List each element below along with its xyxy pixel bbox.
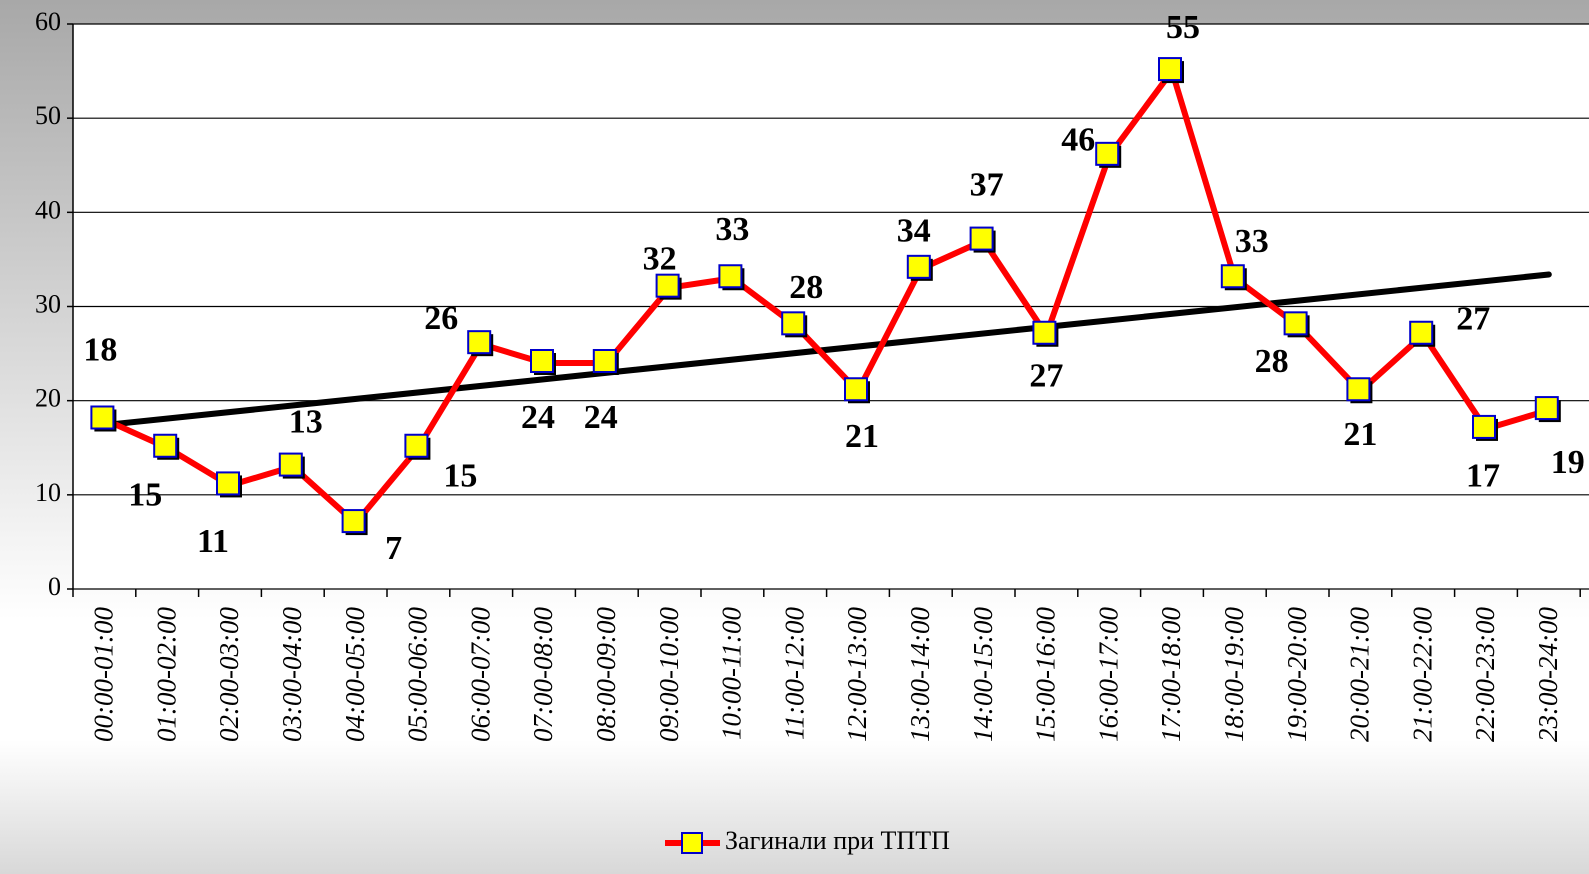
marker bbox=[1534, 396, 1559, 421]
y-tick-label: 50 bbox=[35, 101, 61, 130]
data-label: 18 bbox=[83, 331, 117, 368]
x-tick-label: 01:00-02:00 bbox=[151, 607, 181, 742]
x-tick-label: 06:00-07:00 bbox=[465, 607, 495, 742]
x-tick-label: 07:00-08:00 bbox=[528, 607, 558, 742]
legend-marker bbox=[681, 832, 703, 854]
x-tick-label: 09:00-10:00 bbox=[654, 607, 684, 742]
data-label: 15 bbox=[443, 458, 477, 495]
marker bbox=[153, 433, 178, 458]
y-tick-label: 60 bbox=[35, 7, 61, 36]
data-label: 7 bbox=[385, 530, 402, 567]
data-label: 28 bbox=[789, 269, 823, 306]
marker bbox=[592, 349, 617, 373]
x-tick-label: 19:00-20:00 bbox=[1282, 607, 1312, 742]
x-tick-label: 21:00-22:00 bbox=[1407, 607, 1437, 742]
x-tick-label: 18:00-19:00 bbox=[1219, 607, 1249, 742]
marker bbox=[1409, 320, 1434, 345]
x-tick-label: 08:00-09:00 bbox=[591, 607, 621, 742]
data-label: 55 bbox=[1166, 9, 1200, 46]
data-label: 33 bbox=[1235, 223, 1269, 260]
marker bbox=[1095, 141, 1120, 166]
x-tick-label: 23:00-24:00 bbox=[1533, 607, 1563, 742]
y-tick-label: 20 bbox=[35, 384, 61, 413]
marker bbox=[1472, 414, 1496, 439]
marker bbox=[278, 452, 303, 477]
x-tick-label: 16:00-17:00 bbox=[1093, 607, 1123, 742]
x-tick-label: 12:00-13:00 bbox=[842, 607, 872, 742]
marker bbox=[467, 330, 492, 355]
marker bbox=[1032, 320, 1057, 345]
data-label: 27 bbox=[1456, 301, 1490, 338]
marker bbox=[404, 433, 429, 458]
y-tick-label: 30 bbox=[35, 289, 61, 318]
x-tick-label: 11:00-12:00 bbox=[779, 607, 809, 740]
data-label: 11 bbox=[197, 523, 229, 560]
x-tick-label: 20:00-21:00 bbox=[1345, 607, 1375, 742]
data-label: 33 bbox=[715, 211, 749, 248]
marker bbox=[216, 471, 240, 496]
data-label: 37 bbox=[970, 166, 1004, 203]
legend-label: Загинали при ТПТП bbox=[725, 826, 950, 855]
x-tick-label: 17:00-18:00 bbox=[1156, 607, 1186, 742]
y-tick-label: 0 bbox=[48, 572, 61, 601]
data-label: 19 bbox=[1551, 444, 1585, 481]
y-tick-label: 40 bbox=[35, 195, 61, 224]
x-tick-label: 13:00-14:00 bbox=[905, 607, 935, 742]
marker bbox=[341, 509, 366, 534]
marker bbox=[90, 405, 115, 430]
data-label: 28 bbox=[1255, 343, 1289, 380]
data-label: 34 bbox=[897, 213, 931, 250]
marker bbox=[781, 311, 806, 336]
data-label: 26 bbox=[424, 300, 458, 337]
data-label: 46 bbox=[1061, 122, 1095, 159]
marker bbox=[1220, 264, 1245, 289]
data-label: 21 bbox=[845, 418, 879, 455]
data-label: 24 bbox=[584, 399, 618, 436]
marker bbox=[530, 349, 554, 373]
data-label: 32 bbox=[643, 240, 677, 277]
x-tick-label: 03:00-04:00 bbox=[277, 607, 307, 742]
data-label: 15 bbox=[128, 477, 162, 514]
x-tick-label: 22:00-23:00 bbox=[1470, 607, 1500, 742]
x-tick-label: 05:00-06:00 bbox=[403, 607, 433, 742]
marker bbox=[1283, 311, 1308, 336]
x-tick-label: 04:00-05:00 bbox=[340, 607, 370, 742]
marker bbox=[1158, 57, 1182, 82]
y-tick-label: 10 bbox=[35, 478, 61, 507]
marker bbox=[655, 273, 680, 298]
marker bbox=[906, 254, 931, 279]
x-tick-label: 15:00-16:00 bbox=[1031, 607, 1061, 742]
x-tick-label: 00:00-01:00 bbox=[89, 607, 119, 742]
marker bbox=[718, 264, 743, 289]
marker bbox=[844, 377, 868, 402]
marker bbox=[1346, 377, 1371, 402]
data-label: 21 bbox=[1343, 416, 1377, 453]
data-label: 13 bbox=[289, 403, 323, 440]
data-label: 17 bbox=[1466, 458, 1500, 495]
trendline bbox=[101, 271, 1552, 429]
data-label: 27 bbox=[1029, 358, 1063, 395]
data-label: 24 bbox=[521, 399, 555, 436]
x-tick-label: 14:00-15:00 bbox=[968, 607, 998, 742]
marker bbox=[969, 226, 994, 251]
x-tick-label: 02:00-03:00 bbox=[214, 607, 244, 742]
x-tick-label: 10:00-11:00 bbox=[717, 607, 747, 740]
